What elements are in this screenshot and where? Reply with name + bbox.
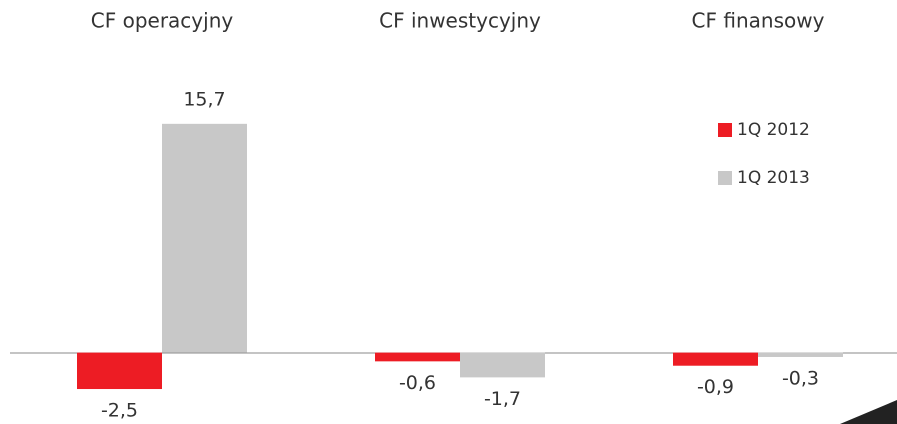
category-label: CF finansowy — [692, 9, 825, 33]
value-label: -2,5 — [101, 400, 138, 422]
bar — [77, 352, 162, 390]
legend-label: 1Q 2013 — [737, 168, 810, 188]
category-label: CF operacyjny — [91, 9, 234, 33]
corner-decoration — [840, 400, 897, 424]
value-label: -0,3 — [782, 367, 819, 389]
bar — [162, 123, 247, 353]
value-label: -1,7 — [484, 388, 521, 410]
legend-swatch — [718, 171, 732, 185]
bar — [460, 352, 545, 378]
legend-swatch — [718, 123, 732, 137]
bar — [375, 352, 460, 362]
value-label: -0,9 — [697, 376, 734, 398]
legend-label: 1Q 2012 — [737, 120, 810, 140]
bar — [758, 352, 843, 357]
bar — [673, 352, 758, 366]
category-label: CF inwestycyjny — [379, 9, 541, 33]
value-label: -0,6 — [399, 372, 436, 394]
value-label: 15,7 — [183, 88, 225, 110]
